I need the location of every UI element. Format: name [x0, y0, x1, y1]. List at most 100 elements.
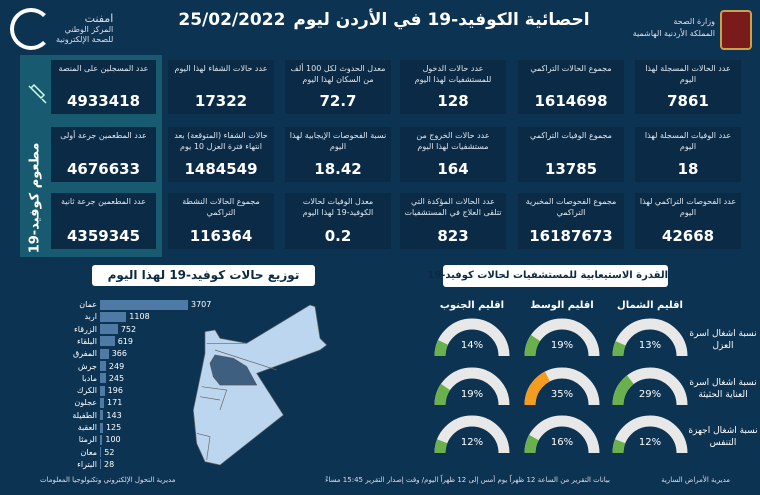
card-label: عدد حالات الخروج من مستشفيات لهذا اليوم [416, 131, 490, 151]
bar [100, 434, 103, 445]
card-label: حالات الشفاء (المتوقعة) بعد انتهاء فترة … [174, 131, 268, 151]
footer-it-directorate: مديرية التحول الإلكتروني وتكنولوجيا المع… [40, 476, 176, 484]
capacity-row-label: نسبة اشغال اجهزة التنفس [688, 426, 758, 448]
card-label: عدد المطعمين جرعة أولى [60, 131, 147, 140]
bar-row: البتراء 28 [30, 459, 114, 470]
stat-card: معدل الحدوث لكل 100 ألف من السكان لهذا ا… [285, 60, 391, 114]
card-value: 42668 [661, 227, 715, 245]
jordan-map [192, 304, 328, 466]
ministry-line: وزارة الصحة [673, 17, 715, 26]
bar-row: اربد 1108 [30, 311, 150, 322]
bar-value: 619 [117, 336, 133, 346]
card-value: 164 [437, 160, 469, 178]
bar [100, 410, 104, 421]
imfnet-logo [10, 8, 52, 50]
bar-row: الكرك 196 [30, 385, 123, 396]
logo-subtitle: للصحة الإلكترونية [56, 35, 114, 44]
occupancy-gauge [612, 318, 688, 357]
logo-text: امفنت المركز الوطني للصحة الإلكترونية [56, 12, 113, 45]
bar-label: العقبة [77, 423, 97, 432]
card-label: عدد المسجلين على المنصة [58, 64, 149, 73]
footer-directorate: مديرية الأمراض السارية [661, 476, 730, 484]
capacity-row-label: نسبة اشغال اسرة العناية الحثيثة [689, 378, 757, 400]
bar-label: عمان [79, 300, 97, 309]
stat-card: عدد حالات الدخول للمستشفيات لهذا اليوم 12… [400, 60, 506, 114]
bar-value: 100 [105, 435, 121, 445]
bar-label: اربد [84, 312, 97, 322]
occupancy-gauge [434, 415, 510, 454]
gauge-fill [524, 434, 539, 454]
card-label: مجموع الحالات التراكمي [530, 64, 612, 73]
report-date: 25/02/2022 [178, 10, 286, 30]
stat-card: عدد الوفيات المسجلة لهذا اليوم 18 [635, 127, 741, 182]
bar-row: مادبا 245 [30, 373, 124, 384]
bar-label: معان [80, 447, 97, 457]
bar [100, 373, 106, 384]
card-label: معدل الوفيات لحالات الكوفيد-19 لهذا اليو… [302, 197, 374, 217]
bar-label: الرمثا [78, 435, 97, 445]
stat-card: نسبة الفحوصات الإيجابية لهذا اليوم 18.42 [285, 127, 391, 182]
bar-label: الزرقاء [74, 324, 97, 334]
ministry-name: وزارة الصحة المملكة الأردنية الهاشمية [633, 16, 715, 40]
capacity-row-label: نسبة اشغال اسرة العزل [689, 329, 757, 351]
bar [100, 459, 101, 470]
stat-card: مجموع الفحوصات المخبرية التراكمي 16187673 [518, 193, 624, 249]
card-value: 128 [437, 92, 469, 110]
occupancy-gauge [524, 318, 600, 357]
governorate-borders [196, 343, 277, 461]
card-label: عدد الوفيات المسجلة لهذا اليوم [644, 131, 732, 151]
card-label: عدد الفحوصات التراكمي لهذا اليوم [639, 197, 737, 217]
bar [100, 336, 115, 347]
card-label: عدد الحالات المسجلة لهذا اليوم [645, 64, 731, 84]
bar [100, 385, 105, 396]
card-label: مجموع الوفيات التراكمي [530, 131, 612, 140]
bar-value: 3707 [191, 300, 212, 309]
gauge-value: 14% [460, 340, 484, 351]
bar [100, 397, 105, 408]
bar-value: 196 [107, 386, 123, 396]
gauge-fill [434, 439, 448, 454]
bar-row: عجلون 171 [30, 397, 122, 408]
gauge-fill [612, 439, 626, 454]
card-value: 4933418 [66, 92, 141, 110]
bar-label: الكرك [76, 386, 97, 396]
bar [100, 422, 103, 433]
bar-value: 366 [111, 349, 127, 359]
bar-row: البلقاء 619 [30, 336, 133, 347]
bar-label: جرش [77, 361, 97, 371]
bar-row: الرمثا 100 [30, 434, 121, 445]
stat-card: حالات الشفاء (المتوقعة) بعد انتهاء فترة … [168, 127, 274, 182]
bar-value: 52 [104, 447, 115, 457]
bar-value: 28 [104, 459, 115, 469]
bar-row: الزرقاء 752 [30, 324, 136, 335]
card-value: 4676633 [66, 160, 141, 178]
card-value: 16187673 [529, 227, 613, 245]
vaccine-card: عدد المطعمين جرعة ثانية 4359345 [51, 193, 156, 249]
title-text: احصائية الكوفيد-19 في الأردن ليوم [293, 10, 590, 30]
bar-row: العقبة 125 [30, 422, 121, 433]
stat-card: عدد الفحوصات التراكمي لهذا اليوم 42668 [635, 193, 741, 249]
gauge-value: 13% [638, 340, 662, 351]
gauge-fill [612, 375, 635, 406]
card-label: عدد حالات الدخول للمستشفيات لهذا اليوم [414, 64, 492, 84]
card-label: عدد حالات الشفاء لهذا اليوم [174, 64, 268, 73]
gauge-track [434, 415, 510, 454]
card-value: 17322 [194, 92, 248, 110]
bar [100, 324, 118, 335]
amman-region [209, 354, 258, 386]
bar-label: الطفيلة [72, 410, 97, 420]
occupancy-gauge [612, 415, 688, 454]
occupancy-gauge [434, 367, 510, 406]
region-label: اقليم الشمال [617, 300, 683, 311]
gauge-value: 19% [550, 340, 574, 351]
bar-label: مادبا [82, 373, 97, 383]
bar [100, 447, 102, 458]
stat-card: مجموع الحالات النشطة التراكمي 116364 [168, 193, 274, 249]
bar-label: عجلون [74, 398, 97, 408]
gauge-value: 12% [460, 437, 484, 448]
card-value: 18.42 [314, 160, 362, 178]
stat-card: عدد حالات الخروج من مستشفيات لهذا اليوم 1… [400, 127, 506, 182]
card-label: عدد المطعمين جرعة ثانية [60, 197, 146, 206]
logo-subtitle: المركز الوطني [64, 25, 114, 34]
vaccine-title: مطعوم كوفيد-19 [27, 142, 43, 254]
